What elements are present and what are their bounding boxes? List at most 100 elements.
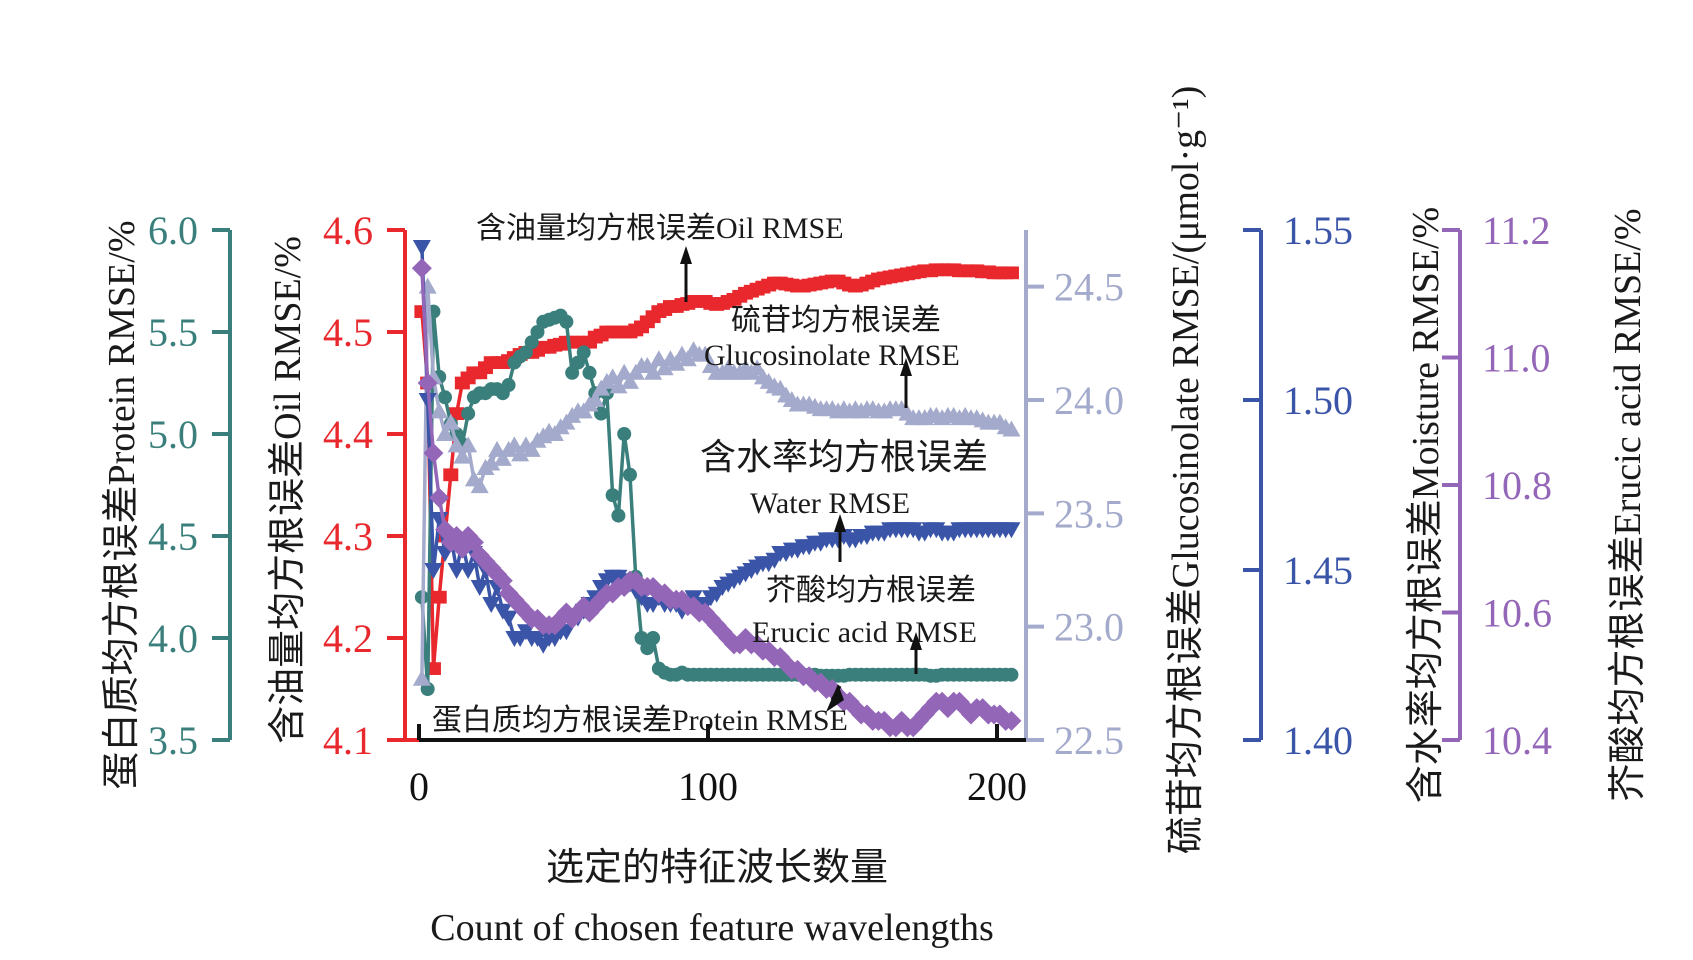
glucosinolate-tick-label: 24.5 bbox=[1054, 265, 1124, 310]
protein-axis-title: 蛋白质均方根误差Protein RMSE/% bbox=[101, 221, 143, 790]
glucosinolate-data-point bbox=[609, 377, 628, 394]
protein-tick-label: 4.5 bbox=[148, 514, 198, 559]
oil-tick-label: 4.4 bbox=[323, 412, 373, 457]
glucosinolate-data-point bbox=[1002, 420, 1021, 437]
erucic-annotation-en: Erucic acid RMSE bbox=[752, 616, 977, 649]
glucosinolate-tick-label: 23.5 bbox=[1054, 491, 1124, 536]
erucic-data-point bbox=[1001, 710, 1022, 731]
glucosinolate-annotation-cn: 硫苷均方根误差 bbox=[731, 304, 941, 337]
erucic-tick-label: 11.2 bbox=[1482, 208, 1551, 253]
erucic-data-point bbox=[417, 373, 438, 393]
glucosinolate-tick-label: 23.0 bbox=[1054, 605, 1124, 650]
glucosinolate-data-point bbox=[678, 350, 697, 367]
protein-data-point bbox=[582, 365, 597, 380]
protein-tick-label: 6.0 bbox=[148, 208, 198, 253]
x-tick-label: 100 bbox=[678, 764, 738, 809]
erucic-annotation-cn: 芥酸均方根误差 bbox=[766, 574, 976, 607]
glucosinolate-axis: 22.5 23.0 23.5 24.0 24.5 bbox=[1024, 230, 1124, 763]
glucosinolate-data-point bbox=[644, 363, 663, 380]
erucic-axis-title: 芥酸均方根误差Erucic acid RMSE/% bbox=[1607, 208, 1649, 801]
glucosinolate-data-point bbox=[667, 354, 686, 371]
glucosinolate-axis-title: 硫苷均方根误差Glucosinolate RMSE/(μmol·g⁻¹) bbox=[1165, 86, 1207, 855]
glucosinolate-data-point bbox=[696, 345, 715, 362]
glucosinolate-data-point bbox=[441, 413, 460, 430]
moisture-data-point bbox=[447, 563, 466, 579]
axes-layer: 3.5 4.0 4.5 5.0 5.5 6.0 4.1 4.2 4.3 4.4 4.5 4.6 22.5… bbox=[148, 208, 1552, 809]
erucic-data-point bbox=[423, 443, 444, 464]
protein-arrow bbox=[826, 684, 844, 712]
water-arrow bbox=[834, 514, 846, 562]
glucosinolate-data-point bbox=[482, 454, 501, 471]
glucosinolate-data-point bbox=[511, 445, 530, 462]
protein-data-point bbox=[559, 314, 574, 329]
protein-data-point bbox=[1004, 667, 1019, 682]
oil-arrow bbox=[680, 246, 692, 302]
moisture-tick-label: 1.50 bbox=[1283, 378, 1353, 423]
glucosinolate-data-point bbox=[586, 391, 605, 407]
glucosinolate-tick-label: 22.5 bbox=[1054, 718, 1124, 763]
glucosinolate-tick-label: 24.0 bbox=[1054, 378, 1124, 423]
oil-tick-label: 4.3 bbox=[323, 514, 373, 559]
protein-axis: 3.5 4.0 4.5 5.0 5.5 6.0 bbox=[148, 208, 232, 763]
oil-data-point bbox=[443, 468, 459, 482]
x-axis-title-en: Count of chosen feature wavelengths bbox=[430, 907, 994, 949]
x-tick-label: 0 bbox=[409, 764, 429, 809]
erucic-tick-label: 10.4 bbox=[1482, 718, 1552, 763]
erucic-arrow bbox=[910, 632, 922, 674]
moisture-data-point bbox=[412, 240, 431, 256]
oil-data-point bbox=[431, 590, 447, 604]
protein-data-point bbox=[634, 631, 649, 645]
protein-data-point bbox=[622, 467, 637, 482]
moisture-axis: 1.40 1.45 1.50 1.55 bbox=[1243, 208, 1353, 763]
erucic-series-line bbox=[420, 268, 1012, 729]
glucosinolate-data-point bbox=[430, 402, 449, 419]
oil-axis-title: 含油量均方根误差Oil RMSE/% bbox=[267, 236, 309, 744]
protein-data-point bbox=[565, 365, 580, 380]
glucosinolate-data-point bbox=[412, 669, 431, 686]
protein-data-point bbox=[461, 406, 476, 421]
x-axis: 0 100 200 bbox=[409, 724, 1027, 809]
glucosinolate-data-point bbox=[453, 447, 472, 464]
glucosinolate-data-point bbox=[493, 449, 512, 466]
oil-data-point bbox=[449, 407, 465, 420]
series-layer bbox=[411, 240, 1022, 738]
erucic-data-point bbox=[411, 258, 432, 279]
protein-series bbox=[414, 304, 1019, 696]
glucosinolate-data-point bbox=[522, 440, 541, 457]
moisture-tick-label: 1.40 bbox=[1283, 718, 1353, 763]
oil-data-point bbox=[1003, 266, 1019, 280]
oil-tick-label: 4.5 bbox=[323, 310, 373, 355]
erucic-data-point bbox=[498, 583, 519, 604]
moisture-data-point bbox=[470, 580, 489, 596]
moisture-data-point bbox=[424, 563, 443, 579]
glucosinolate-data-point bbox=[436, 425, 455, 441]
glucosinolate-data-point bbox=[620, 372, 639, 389]
protein-data-point bbox=[640, 641, 655, 656]
moisture-data-point bbox=[459, 563, 478, 579]
protein-annotation: 蛋白质均方根误差Protein RMSE bbox=[432, 704, 848, 737]
glucosinolate-arrow bbox=[900, 358, 912, 408]
erucic-tick-label: 10.6 bbox=[1482, 591, 1552, 636]
protein-data-point bbox=[605, 488, 620, 503]
annotations-layer: 含油量均方根误差Oil RMSE 硫苷均方根误差 Glucosinolate R… bbox=[432, 212, 988, 737]
moisture-data-point bbox=[1002, 522, 1021, 539]
glucosinolate-series bbox=[412, 277, 1021, 686]
protein-data-point bbox=[570, 355, 585, 370]
erucic-axis: 10.4 10.6 10.8 11.0 11.2 bbox=[1442, 208, 1552, 763]
erucic-data-point bbox=[429, 487, 450, 508]
moisture-data-point bbox=[499, 610, 518, 627]
protein-data-point bbox=[518, 345, 533, 360]
moisture-tick-label: 1.45 bbox=[1283, 548, 1353, 593]
erucic-tick-label: 11.0 bbox=[1482, 336, 1551, 381]
water-annotation-en: Water RMSE bbox=[750, 487, 910, 520]
protein-data-point bbox=[576, 345, 591, 360]
protein-tick-label: 5.0 bbox=[148, 412, 198, 457]
protein-tick-label: 3.5 bbox=[148, 718, 198, 763]
moisture-axis-title: 含水率均方根误差Moisture RMSE/% bbox=[1405, 207, 1447, 803]
glucosinolate-data-point bbox=[470, 477, 489, 494]
glucosinolate-annotation-en: Glucosinolate RMSE bbox=[704, 339, 960, 372]
protein-data-point bbox=[646, 631, 661, 645]
titles-layer: 选定的特征波长数量 Count of chosen feature wavele… bbox=[101, 86, 1649, 949]
x-tick-label: 200 bbox=[967, 764, 1027, 809]
